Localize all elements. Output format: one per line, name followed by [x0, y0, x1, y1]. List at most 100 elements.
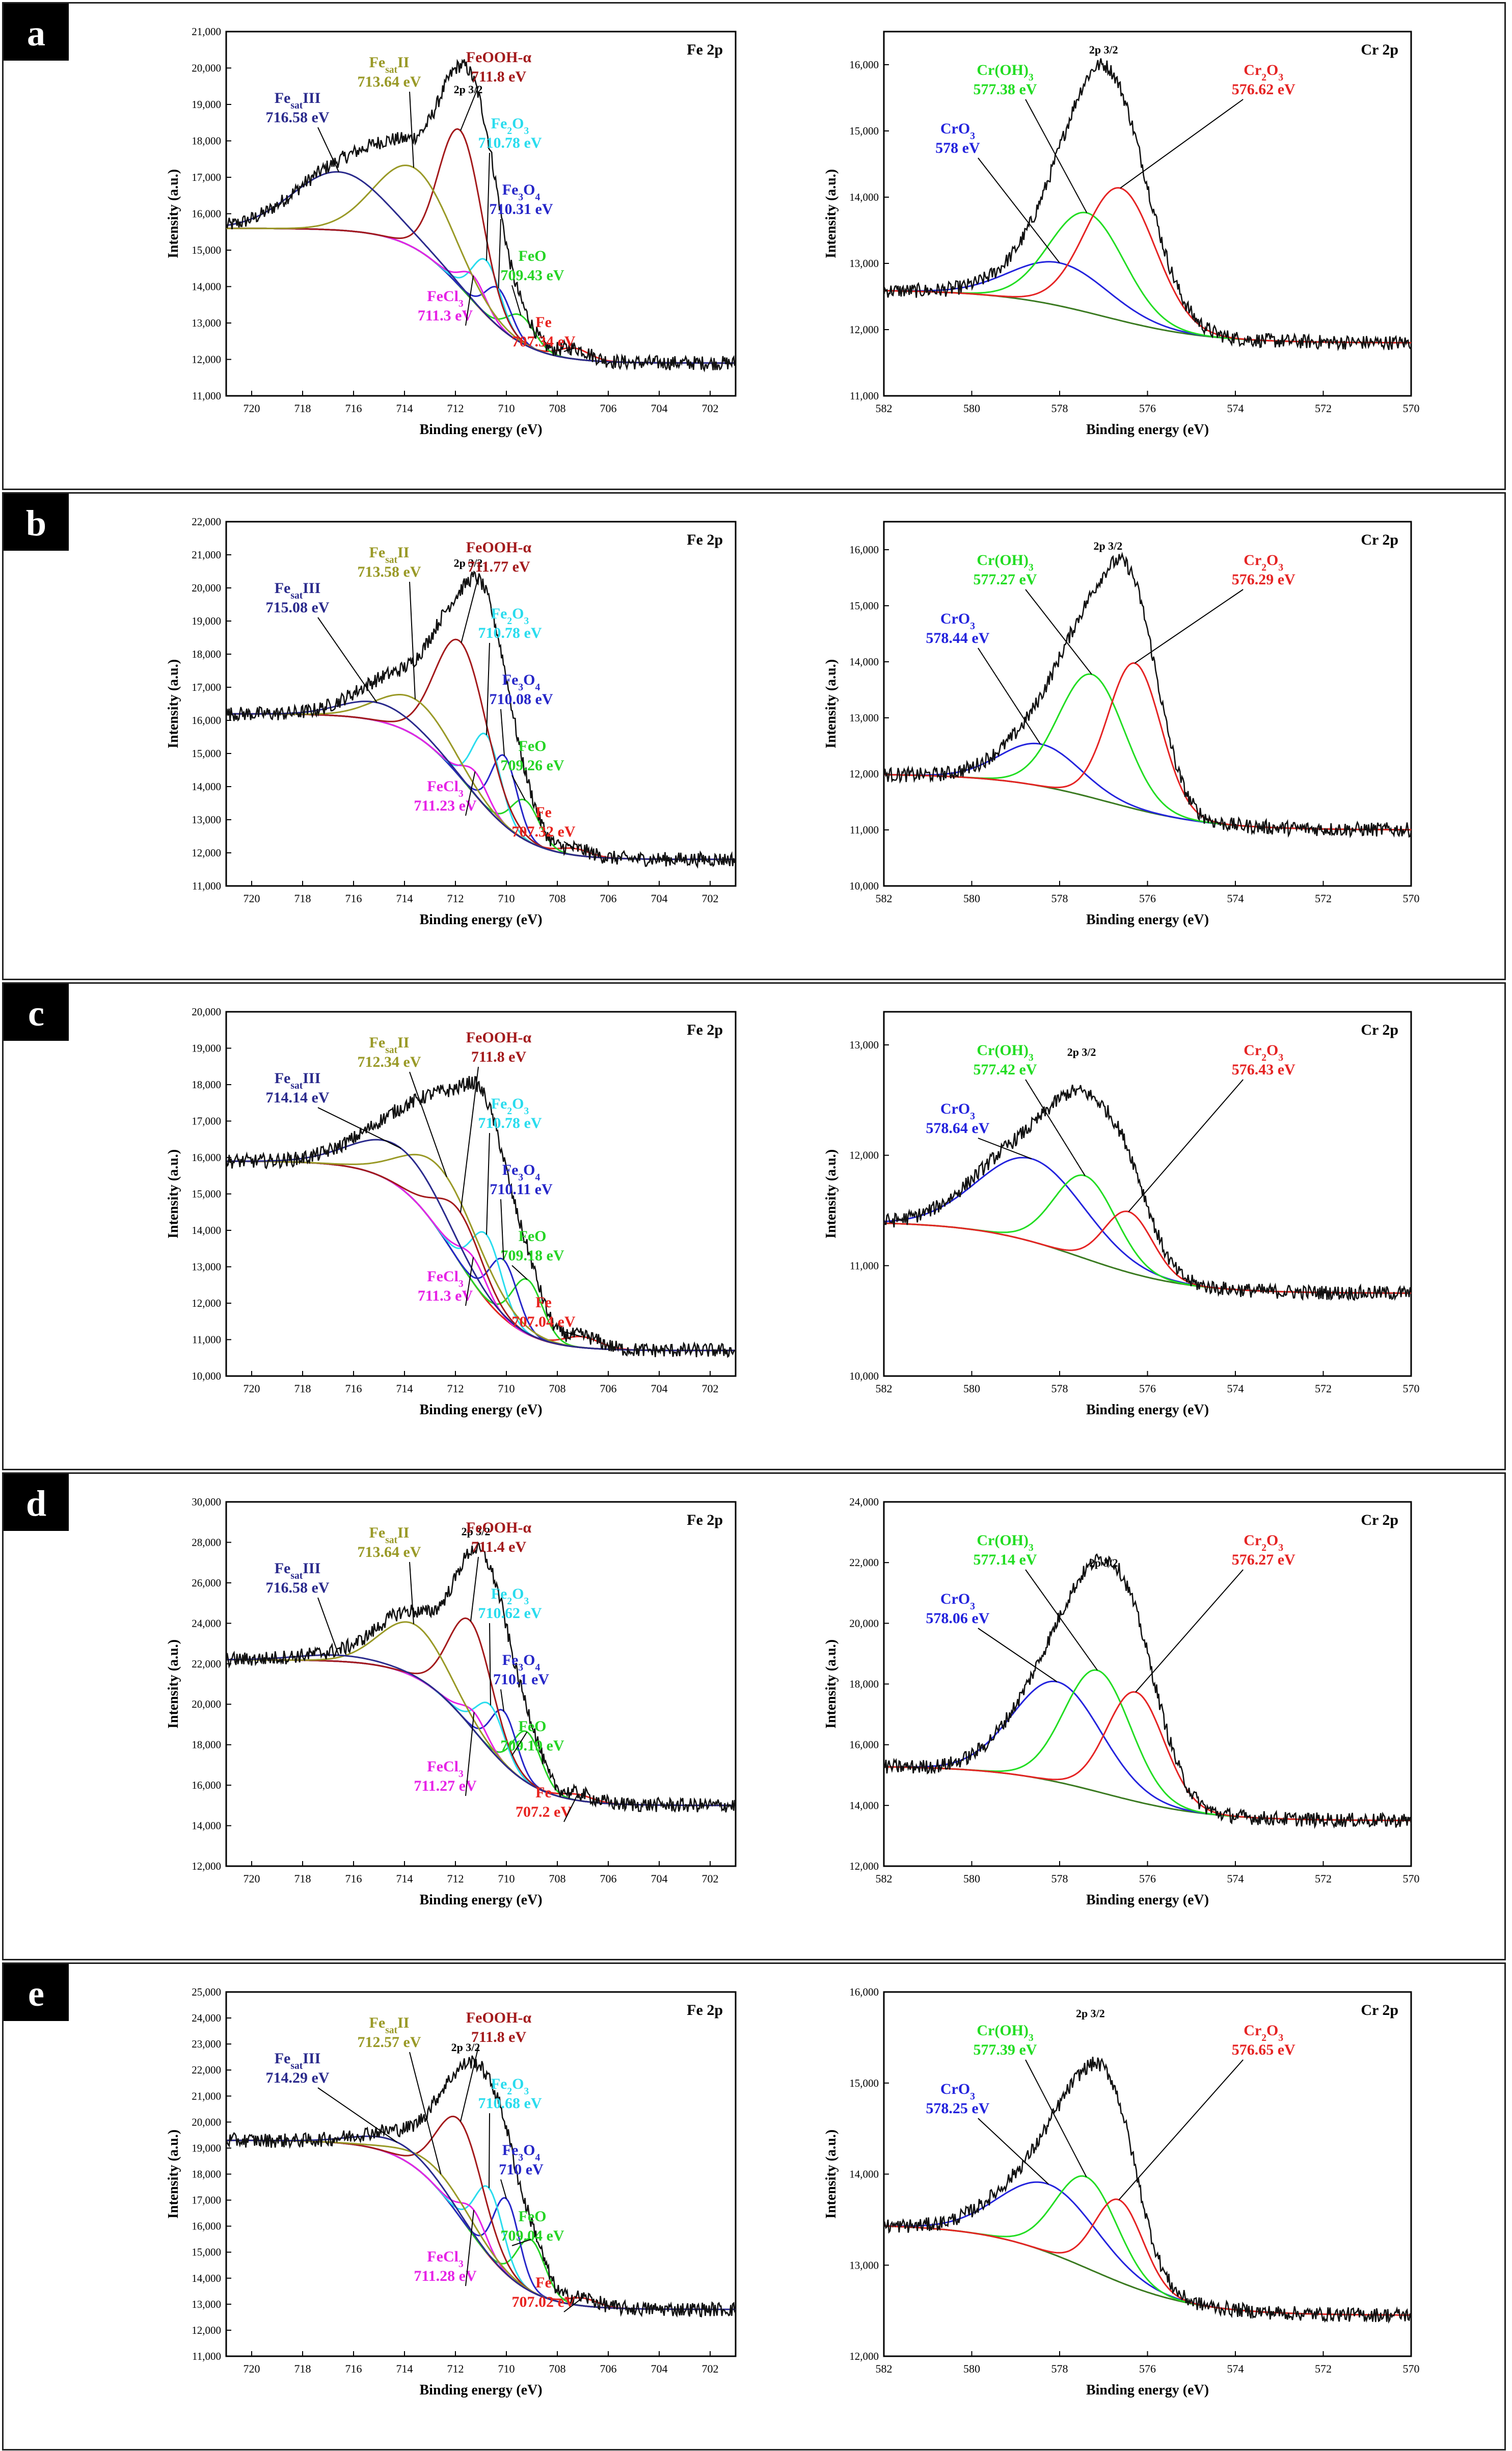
panel-d-fe2p-x-tick-label: 702 [702, 1872, 719, 1885]
panel-c-fe2p-peak-annotation: FeOOH-α 711.8 eV [460, 1029, 531, 1213]
panel-a-fe2p-peak-energy: 711.3 eV [418, 307, 473, 324]
panel-b-fe2p-leader-line [511, 775, 526, 801]
svg-text:Cr(OH)3: Cr(OH)3 [977, 552, 1034, 573]
panel-d-cr2p-experimental-curve [884, 1553, 1411, 1829]
panel-b-cr2p-component-curve [884, 673, 1411, 831]
panel-b-cr2p-y-tick-label: 15,000 [849, 600, 879, 612]
panel-d-fe2p-y-tick-label: 28,000 [192, 1536, 221, 1548]
panel-letter: d [26, 1483, 46, 1524]
panel-a-fe2p-component-curve [226, 227, 736, 364]
panel-c-cr2p-peak-label: 2p 3/2 [1067, 1045, 1096, 1058]
panel-d-fe2p-x-tick-label: 710 [498, 1872, 515, 1885]
panel-a-cr2p-peak-label: 2p 3/2 [1089, 43, 1118, 56]
panel-a-fe2p-y-tick-label: 12,000 [192, 354, 221, 366]
panel-a-svg: a 11,000 12,000 13,000 14,000 15,000 16,000 17,… [4, 4, 1420, 438]
panel-a-fe2p-x-tick-label: 710 [498, 402, 515, 415]
panel-d-fe2p-peak-energy: 710.62 eV [478, 1605, 542, 1622]
panel-letter: a [27, 13, 45, 53]
panel-d-cr2p-leader-line [1025, 1569, 1098, 1671]
panel-d: d 12,000 14,000 16,000 18,000 20,000 22,000 24,… [2, 1472, 1506, 1960]
panel-d-cr2p-spectrum-title: Cr 2p [1361, 1512, 1398, 1528]
panel-a-cr2p-component-curve [884, 211, 1411, 344]
panel-e-fe2p-peak-energy: 711.8 eV [471, 2029, 527, 2045]
panel-e-cr2p-chart: 12,000 13,000 14,000 15,000 16,000 582 580 578 5… [823, 1986, 1420, 2398]
panel-b-fe2p-component-curve [226, 713, 736, 860]
panel-a-fe2p-x-tick-label: 720 [244, 402, 260, 415]
panel-c-cr2p-experimental-curve [884, 1085, 1411, 1302]
svg-text:FesatIII: FesatIII [275, 1560, 321, 1581]
panel-c-fe2p-y-tick-label: 20,000 [192, 1006, 221, 1018]
panel-b-cr2p-y-tick-label: 13,000 [849, 712, 879, 724]
panel-a-fe2p-leader-line [317, 127, 339, 172]
panel-d-fe2p-x-tick-label: 718 [294, 1872, 311, 1885]
panel-d-fe2p-x-tick-label: 708 [549, 1872, 566, 1885]
panel-e-fe2p-component-curve [226, 2139, 736, 2310]
panel-b-cr2p-x-tick-label: 582 [876, 892, 893, 905]
panel-b-cr2p-y-axis-label: Intensity (a.u.) [823, 659, 839, 748]
panel-d-fe2p-y-tick-label: 24,000 [192, 1617, 221, 1629]
panel-d-fe2p-chart: 12,000 14,000 16,000 18,000 20,000 22,000 24,0… [166, 1496, 737, 1908]
panel-b-fe2p-x-tick-label: 714 [396, 892, 413, 905]
panel-b-fe2p-leader-line [563, 841, 575, 849]
panel-d-fe2p-component-curve [226, 1621, 736, 1807]
panel-c-cr2p-x-tick-label: 580 [963, 1382, 980, 1395]
panel-letter-badge [4, 1474, 69, 1531]
panel-e-fe2p-leader-line [563, 2297, 583, 2312]
panel-e-fe2p-peak-annotation: FeO 709.04 eV [501, 2208, 564, 2246]
panel-d-cr2p-x-axis-label: Binding energy (eV) [1086, 1892, 1209, 1908]
panel-e: e 11,000 12,000 13,000 14,000 15,000 16,000 17,… [2, 1962, 1506, 2450]
panel-e-fe2p-plot-frame [225, 1991, 737, 2357]
panel-d-cr2p-x-tick-label: 570 [1403, 1872, 1420, 1885]
panel-c-fe2p-x-tick-label: 712 [447, 1382, 464, 1395]
panel-d-cr2p-leader-line [978, 1628, 1058, 1682]
panel-d-fe2p-y-tick-label: 18,000 [192, 1739, 221, 1751]
panel-letter-badge [4, 1964, 69, 2021]
panel-a-cr2p-chart: 11,000 12,000 13,000 14,000 15,000 16,000 582 5… [823, 31, 1420, 438]
panel-b-svg: b 11,000 12,000 13,000 14,000 15,000 16,000 17,… [4, 494, 1420, 928]
panel-b-fe2p-peak-energy: 715.08 eV [266, 599, 330, 616]
panel-b-fe2p-plot-frame [225, 521, 737, 887]
panel-a-cr2p-y-tick-label: 14,000 [849, 191, 879, 203]
panel-c-fe2p-peak-energy: 709.18 eV [501, 1247, 564, 1264]
svg-text:FeCl3: FeCl3 [427, 778, 464, 799]
panel-d-fe2p-peak-annotation: FeOOH-α 711.4 eV [466, 1519, 531, 1622]
panel-e-fe2p-peak-annotation: Fe 707.02 eV [512, 2274, 583, 2312]
panel-c-fe2p-x-tick-label: 710 [498, 1382, 515, 1395]
panel-a-fe2p-x-tick-label: 704 [651, 402, 668, 415]
panel-d-cr2p-y-tick-label: 12,000 [849, 1860, 879, 1872]
panel-c-cr2p-y-axis-label: Intensity (a.u.) [823, 1149, 839, 1238]
panel-a-fe2p-peak-energy: 716.58 eV [266, 109, 330, 126]
panel-d-fe2p-leader-line [470, 1556, 479, 1622]
panel-a-cr2p-x-tick-label: 576 [1139, 402, 1156, 415]
panel-e-cr2p-background-line [884, 2225, 1411, 2316]
panel-e-fe2p-x-tick-label: 716 [345, 2362, 362, 2375]
panel-e-cr2p-x-axis-label: Binding energy (eV) [1086, 2382, 1209, 2398]
svg-text:FesatIII: FesatIII [275, 90, 321, 111]
panel-d-cr2p-y-tick-label: 16,000 [849, 1739, 879, 1751]
panel-e-svg: e 11,000 12,000 13,000 14,000 15,000 16,000 17,… [4, 1964, 1420, 2398]
svg-text:Cr2O3: Cr2O3 [1244, 552, 1283, 573]
panel-d-fe2p-y-tick-label: 30,000 [192, 1496, 221, 1508]
panel-c-fe2p-peak-energy: 711.8 eV [471, 1048, 527, 1065]
panel-c-fe2p-y-tick-label: 18,000 [192, 1079, 221, 1091]
panel-b-fe2p-y-tick-label: 13,000 [192, 814, 221, 826]
panel-b-fe2p-peak-energy: 707.32 eV [512, 823, 576, 840]
panel-d-fe2p-experimental-curve [226, 1541, 736, 1813]
panel-b-cr2p-x-tick-label: 572 [1315, 892, 1332, 905]
panel-e-fe2p-peak-energy: 709.04 eV [501, 2227, 564, 2244]
panel-a-cr2p-leader-line [1025, 99, 1088, 213]
panel-a-fe2p-y-axis-label: Intensity (a.u.) [166, 169, 181, 258]
panel-b-fe2p-y-tick-label: 19,000 [192, 615, 221, 627]
panel-b-fe2p-component-curve [226, 638, 736, 860]
panel-b-fe2p-x-tick-label: 716 [345, 892, 362, 905]
panel-b-fe2p-component-curve [226, 713, 736, 860]
panel-a-fe2p-y-tick-label: 18,000 [192, 135, 221, 147]
